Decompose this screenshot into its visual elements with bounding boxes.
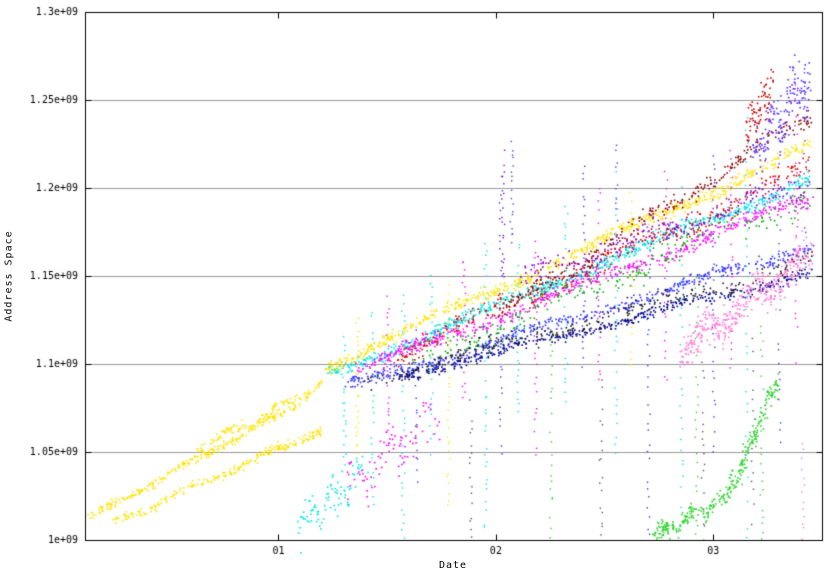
y-axis-title: Address Space	[3, 230, 15, 322]
x-axis-title: Date	[438, 560, 468, 571]
